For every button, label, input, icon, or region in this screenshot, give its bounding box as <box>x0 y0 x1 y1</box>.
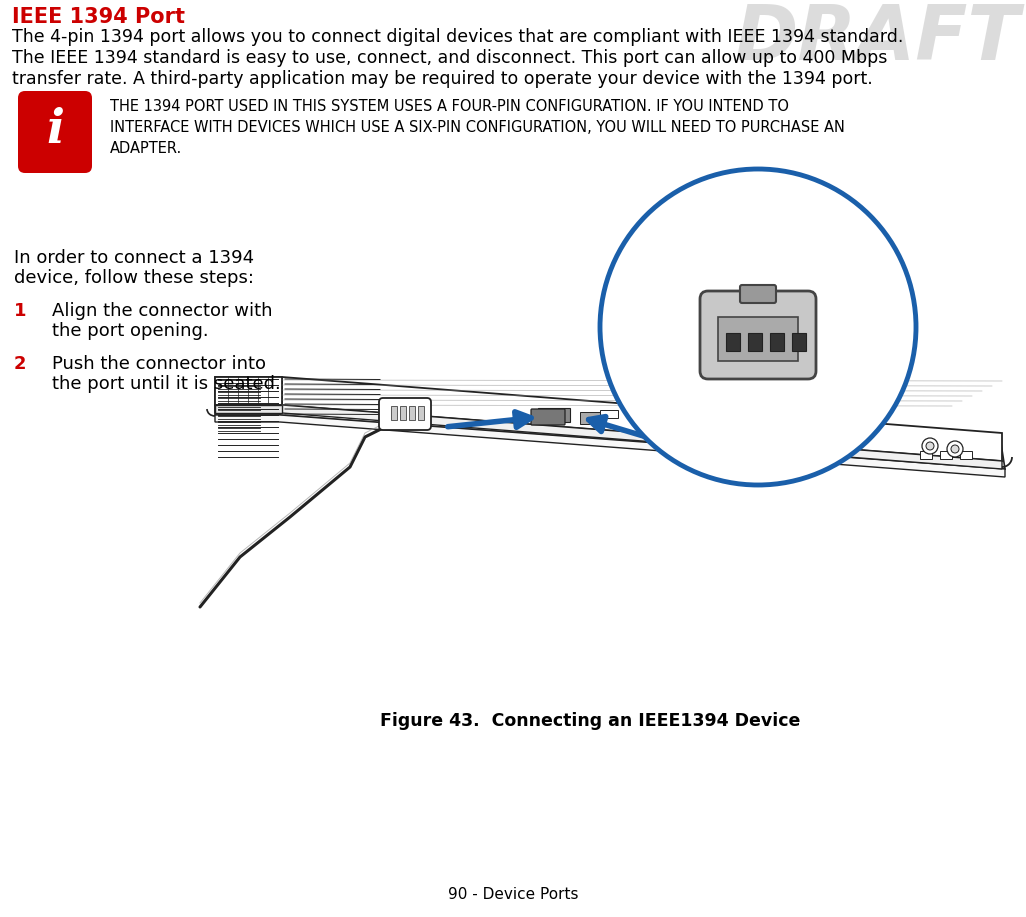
Circle shape <box>947 441 963 457</box>
Polygon shape <box>282 377 1002 461</box>
Bar <box>400 406 406 420</box>
Text: the port until it is seated.: the port until it is seated. <box>52 375 281 393</box>
Bar <box>660 410 678 418</box>
Text: Align the connector with: Align the connector with <box>52 302 273 320</box>
Circle shape <box>600 169 916 485</box>
Polygon shape <box>215 377 282 405</box>
Polygon shape <box>215 405 282 413</box>
Bar <box>726 333 740 351</box>
Bar <box>690 410 708 418</box>
Bar <box>538 408 570 422</box>
Bar <box>792 333 806 351</box>
Polygon shape <box>280 382 1005 469</box>
Text: ADAPTER.: ADAPTER. <box>110 141 183 156</box>
Text: IEEE 1394 Port: IEEE 1394 Port <box>12 7 185 27</box>
FancyBboxPatch shape <box>740 285 776 303</box>
Text: DRAFT: DRAFT <box>735 2 1020 76</box>
FancyBboxPatch shape <box>379 398 431 430</box>
Text: device, follow these steps:: device, follow these steps: <box>14 269 254 287</box>
Circle shape <box>926 442 934 450</box>
FancyArrowPatch shape <box>589 416 677 447</box>
Text: i: i <box>46 107 64 153</box>
FancyBboxPatch shape <box>531 409 565 425</box>
Bar <box>960 451 972 459</box>
Bar <box>718 317 798 361</box>
FancyBboxPatch shape <box>18 91 92 173</box>
Bar <box>600 410 618 418</box>
Text: Push the connector into: Push the connector into <box>52 355 266 373</box>
Polygon shape <box>215 405 1002 469</box>
Text: the port opening.: the port opening. <box>52 322 208 340</box>
Polygon shape <box>215 415 1005 477</box>
Text: The 4-pin 1394 port allows you to connect digital devices that are compliant wit: The 4-pin 1394 port allows you to connec… <box>12 28 903 46</box>
Circle shape <box>951 445 959 453</box>
Text: 1: 1 <box>14 302 27 320</box>
Text: The IEEE 1394 standard is easy to use, connect, and disconnect. This port can al: The IEEE 1394 standard is easy to use, c… <box>12 49 887 67</box>
Bar <box>940 451 952 459</box>
Bar <box>580 412 600 424</box>
Bar <box>418 406 424 420</box>
FancyBboxPatch shape <box>700 291 816 379</box>
FancyArrowPatch shape <box>447 412 531 427</box>
Text: INTERFACE WITH DEVICES WHICH USE A SIX-PIN CONFIGURATION, YOU WILL NEED TO PURCH: INTERFACE WITH DEVICES WHICH USE A SIX-P… <box>110 120 844 135</box>
Text: In order to connect a 1394: In order to connect a 1394 <box>14 249 254 267</box>
Bar <box>391 406 397 420</box>
Text: transfer rate. A third-party application may be required to operate your device : transfer rate. A third-party application… <box>12 70 873 88</box>
Bar <box>770 333 784 351</box>
Bar <box>630 410 648 418</box>
Circle shape <box>922 438 938 454</box>
Bar <box>748 333 762 351</box>
Bar <box>409 406 415 420</box>
Text: 90 - Device Ports: 90 - Device Ports <box>447 887 579 902</box>
Text: Figure 43.  Connecting an IEEE1394 Device: Figure 43. Connecting an IEEE1394 Device <box>380 712 800 730</box>
Text: 2: 2 <box>14 355 27 373</box>
Bar <box>920 451 932 459</box>
Text: THE 1394 PORT USED IN THIS SYSTEM USES A FOUR-PIN CONFIGURATION. IF YOU INTEND T: THE 1394 PORT USED IN THIS SYSTEM USES A… <box>110 99 789 114</box>
Polygon shape <box>215 377 280 415</box>
